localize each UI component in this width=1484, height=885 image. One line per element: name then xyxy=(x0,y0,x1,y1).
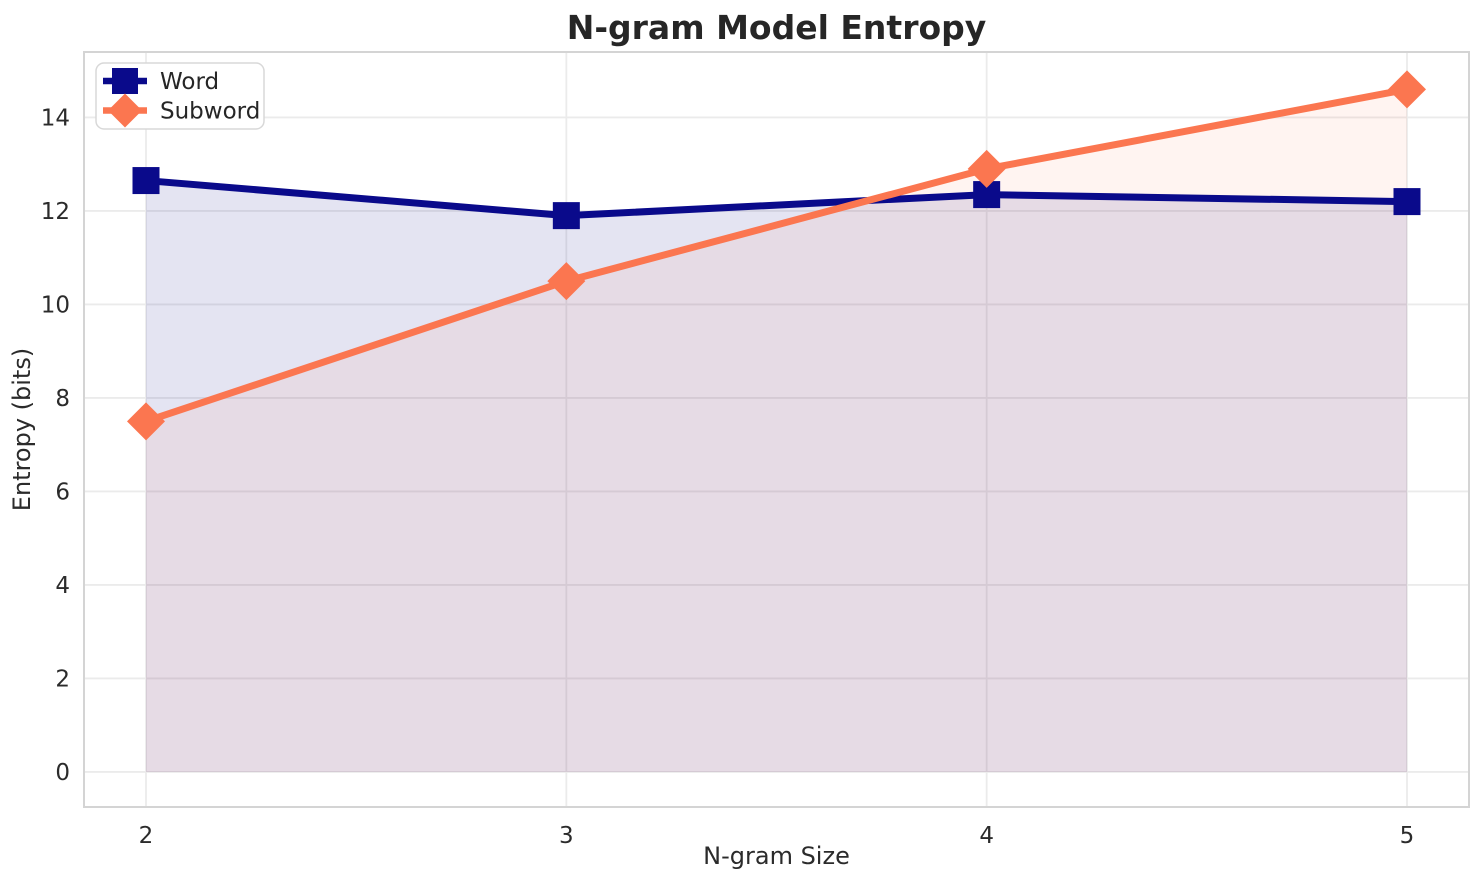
x-tick-label: 2 xyxy=(139,823,154,849)
y-tick-label: 14 xyxy=(41,105,70,131)
area-fill-subword xyxy=(145,89,1408,772)
marker-word-point xyxy=(1393,188,1421,216)
x-tick-label: 3 xyxy=(559,823,574,849)
marker-word-point xyxy=(132,167,160,195)
y-tick-label: 12 xyxy=(41,199,70,225)
legend: Word Subword xyxy=(95,62,265,130)
line-word xyxy=(145,177,1408,220)
y-tick-label: 8 xyxy=(55,386,70,412)
line-subword xyxy=(144,85,1408,425)
x-axis-label: N-gram Size xyxy=(703,842,850,870)
x-tick-label: 4 xyxy=(979,823,994,849)
legend-marker-diamond-icon xyxy=(108,93,142,128)
y-tick-label: 6 xyxy=(55,479,70,505)
marker-subword-point xyxy=(967,149,1006,188)
marker-subword-point xyxy=(1388,70,1427,109)
chart-title: N-gram Model Entropy xyxy=(567,8,987,47)
legend-label: Word xyxy=(160,69,219,95)
marker-word-point xyxy=(552,202,580,230)
marker-subword-point xyxy=(547,262,586,301)
legend-label: Subword xyxy=(160,99,260,125)
area-fill-word xyxy=(145,180,1408,772)
marker-subword-point xyxy=(126,402,165,441)
plot-border xyxy=(83,51,1470,808)
y-tick-label: 0 xyxy=(55,760,70,786)
legend-marker-square-icon xyxy=(112,68,138,94)
x-tick-label: 5 xyxy=(1400,823,1415,849)
y-axis-label: Entropy (bits) xyxy=(8,348,36,511)
y-tick-label: 4 xyxy=(55,573,70,599)
y-tick-label: 10 xyxy=(41,292,70,318)
y-tick-label: 2 xyxy=(55,666,70,692)
